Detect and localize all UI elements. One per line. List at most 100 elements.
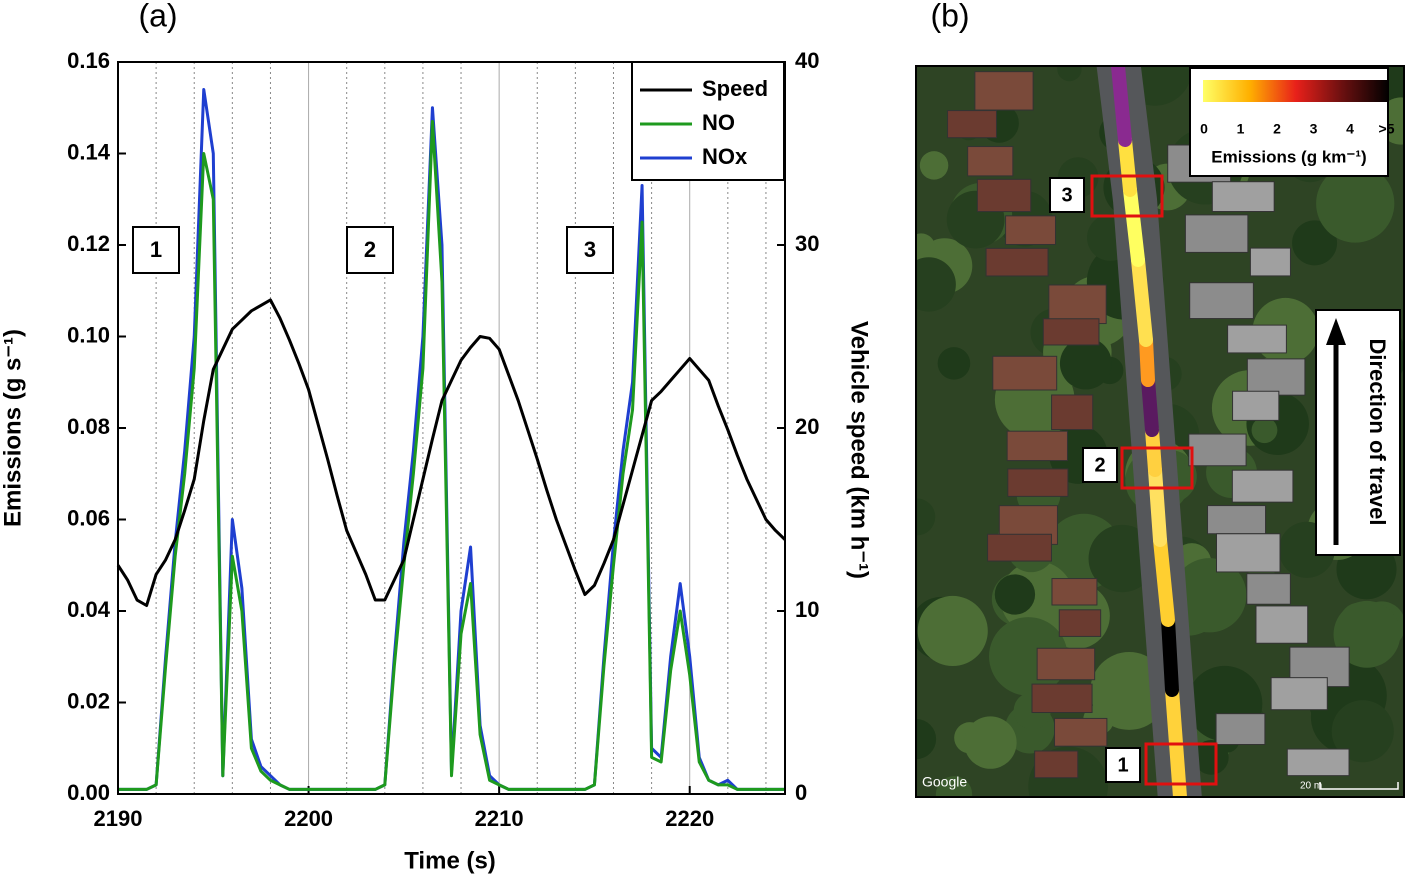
emission-trail [1111,66,1132,147]
house [1255,605,1309,644]
house [1211,181,1275,213]
scale-bar [1319,782,1399,790]
house [1270,677,1328,711]
arrow-head [1326,318,1346,345]
tree [916,257,956,312]
chart-a: 2190 2200 2210 22200.000.020.040.060.080.10… [67,48,819,831]
colorbar-tick-label: 0 [1200,121,1208,137]
panel-label: (b) [930,0,969,33]
y2-axis-label: Vehicle speed (km h⁻¹) [846,321,873,579]
x-tick-label: 2210 [475,806,524,831]
y-tick-label: 0.04 [67,597,111,622]
map-frame [915,65,1405,798]
emission-trail [1118,133,1137,197]
house [1227,324,1287,354]
tree [1057,66,1082,82]
tree [1059,337,1112,390]
tree [1193,739,1229,775]
emission-trail [1148,463,1167,547]
y-tick-label: 0.12 [67,231,110,256]
annotation-box [132,226,180,274]
house [1207,505,1267,535]
emission-trail [1131,253,1153,347]
house [1034,750,1079,779]
marker-box [1105,747,1141,783]
legend-box [631,61,785,181]
y2-tick-label: 20 [795,414,819,439]
legend-label: Speed [702,76,768,101]
marker-label: 1 [1117,754,1128,776]
legend-label: NOx [702,144,748,169]
house [1232,390,1280,421]
panel-label: (a) [138,0,177,33]
arrow-box [1315,309,1401,556]
tree [1172,558,1247,633]
house [987,533,1052,562]
y2-tick-label: 40 [795,48,819,73]
colorbar-tick-label: 4 [1346,121,1354,137]
marker-box [1049,177,1085,213]
colorbar-tick-label: >5 [1379,121,1395,137]
map-b [916,66,1404,797]
tree [1251,417,1278,444]
x-axis-label: Time (s) [404,847,496,874]
house [947,110,997,139]
tree [916,718,937,760]
tree [917,595,988,667]
highlight-box [1144,742,1218,786]
emission-trail [1161,613,1179,697]
emission-trail [1141,373,1159,437]
tree [1292,220,1338,266]
y-tick-label: 0.08 [67,414,110,439]
x-tick-label: 2220 [665,806,714,831]
house [1189,282,1254,320]
scale-label: 20 m [1300,781,1322,792]
tree [964,716,1017,769]
tree [919,151,949,180]
series-line [118,119,785,791]
house [1042,318,1100,346]
annotation: 2 [364,237,376,262]
house [1188,433,1247,467]
y-tick-label: 0.06 [67,505,110,530]
house [985,247,1049,277]
tree [935,776,973,797]
y-axis-label: Emissions (g s⁻¹) [0,329,26,527]
y-tick-label: 0.00 [67,780,110,805]
house [976,178,1032,213]
series-line [116,298,787,608]
house [1215,713,1266,745]
y-tick-label: 0.10 [67,322,110,347]
y-tick-label: 0.02 [67,688,110,713]
highlight-box [1090,174,1164,218]
y2-tick-label: 10 [795,597,819,622]
attribution: Google [922,774,967,790]
marker-label: 3 [1061,184,1072,206]
house [1184,214,1249,253]
emission-trail [1153,533,1175,627]
house [1006,430,1068,462]
colorbar-tick-label: 3 [1310,121,1318,137]
y2-tick-label: 30 [795,231,819,256]
house [1005,215,1056,245]
house [1249,247,1291,277]
house [1231,469,1294,503]
y-tick-label: 0.16 [67,48,110,73]
colorbar-tick-label: 2 [1273,121,1281,137]
annotation: 3 [584,237,596,262]
highlight-box [1120,446,1194,490]
x-tick-label: 2200 [284,806,333,831]
annotation-box [346,226,394,274]
house [1051,394,1094,431]
house [1216,533,1281,573]
tree [1331,700,1394,763]
emission-trail [1123,183,1145,267]
y-tick-label: 0.14 [67,139,111,164]
house [1054,717,1108,747]
house [974,71,1034,111]
tree [1316,164,1395,243]
house [1048,284,1107,325]
tree [916,498,936,536]
